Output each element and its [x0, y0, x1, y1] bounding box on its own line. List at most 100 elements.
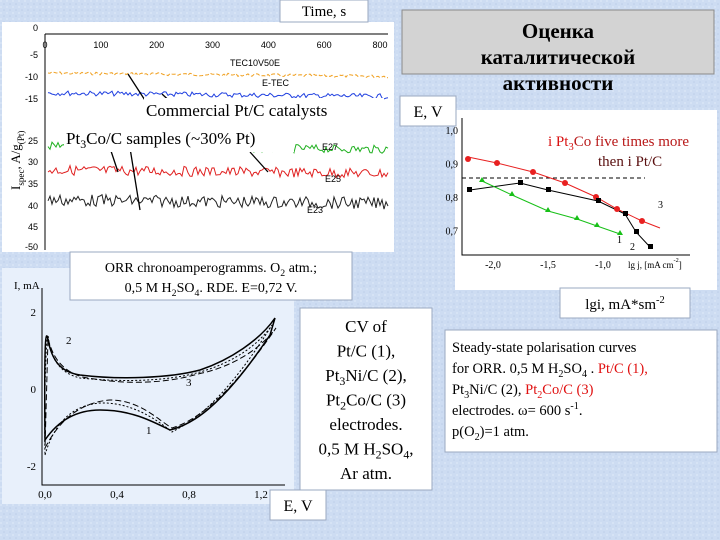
curve-label: 2: [66, 335, 72, 347]
y-label: I, mA: [14, 280, 40, 292]
text-run: .: [587, 361, 598, 377]
text-run: i: [548, 134, 552, 150]
caption-line: Pt3Ni/C (2),: [325, 366, 407, 388]
chrono-curve: [47, 71, 389, 79]
text-run: 0,5 M H: [318, 440, 375, 459]
text-run: ]: [679, 260, 682, 270]
text-run: SO: [382, 440, 404, 459]
text-run: SO: [177, 281, 195, 296]
script-text: 2: [280, 268, 285, 279]
script-text: 2: [537, 390, 542, 401]
x-tick-label: 600: [317, 40, 332, 50]
x-tick-label: 1,2: [254, 489, 268, 501]
chrono-caption: ORR chronoamperogramms. O2 atm.; 0,5 M H 2…: [105, 261, 317, 299]
chrono-curve: [47, 90, 389, 100]
tafel-x-box: [559, 287, 691, 319]
caption-line: CV of: [345, 317, 387, 336]
text-run: Pt: [552, 134, 569, 150]
script-text: -2: [656, 295, 665, 306]
tafel-panel: E, V 1,0 0,9 0,8 0,7 -2,0 -1,5 -1,0 lg j, [mA c…: [399, 95, 717, 290]
script-text: 4: [403, 448, 409, 462]
caption-line: Ar atm.: [340, 464, 392, 483]
chrono-curve: [47, 164, 389, 179]
y-tick-label: 2: [31, 307, 37, 319]
cv-caption: CV of Pt/C (1), Pt3Ni/C (2), Pt2Co/C (3) ele…: [318, 317, 413, 483]
y-tick-label: 40: [28, 201, 38, 211]
x-tick-label: 100: [93, 40, 108, 50]
caption-line: ORR chronoamperogramms. O2 atm.;: [105, 261, 317, 279]
script-text: 3: [80, 137, 86, 151]
tafel-x-axis-label: lgi, mA*sm-2: [585, 295, 665, 313]
text-run: Pt/C: [632, 154, 662, 170]
text-run: , mA*sm: [601, 297, 656, 313]
script-text: 4: [194, 288, 199, 299]
cv-curve-2: [44, 324, 273, 456]
caption-line: electrodes.: [329, 415, 402, 434]
samples-label: Pt3Co/C samples (~30% Pt): [66, 129, 255, 151]
x-tick-label: 0,4: [110, 489, 124, 501]
text-run: electrodes. ω= 600 s: [452, 403, 571, 419]
tafel-curve-1: [481, 180, 621, 235]
tafel-e-box: [399, 95, 457, 127]
chrono-curve: [47, 193, 389, 210]
text-run: CV of: [345, 317, 387, 336]
title-word: каталитической: [481, 45, 635, 69]
text-run: ORR chronoamperogramms. O: [105, 261, 280, 276]
y-tick-label: 30: [28, 157, 38, 167]
y-tick-label: -2: [27, 461, 36, 473]
text-run: for ORR. 0,5 M H: [452, 361, 559, 377]
description-line: p(O2)=1 atm.: [452, 424, 529, 443]
title-word: активности: [503, 71, 614, 95]
caption-line: Pt/C (1),: [337, 342, 396, 361]
description-box: [444, 329, 718, 453]
curve-label: E27: [322, 142, 338, 152]
text-run: )=1 atm.: [480, 424, 529, 440]
y-tick-label: -50: [25, 242, 38, 252]
caption-line: Pt2Co/C (3): [326, 391, 406, 413]
x-tick-label: 200: [149, 40, 164, 50]
text-run: .: [579, 403, 583, 419]
chrono-caption-box: [69, 251, 353, 301]
x-tick-label: 400: [261, 40, 276, 50]
script-text: 3: [568, 142, 573, 153]
samples-bg: [64, 126, 294, 152]
text-run: then: [598, 154, 628, 170]
text-run: Pt/C (1),: [598, 361, 648, 377]
caption-line: 0,5 M H2SO4,: [318, 440, 413, 462]
text-run: Pt: [325, 366, 339, 385]
text-run: i: [597, 297, 601, 313]
y-tick-label: 45: [28, 222, 38, 232]
x-tick-label: -1,5: [540, 260, 556, 271]
tafel-y-axis-label: E, V: [413, 104, 442, 121]
x-tick-label: -1,0: [595, 260, 611, 271]
title-line: Оценка каталитической активности: [481, 19, 635, 95]
description-line: Pt3Ni/C (2), Pt2Co/C (3): [452, 382, 594, 401]
text-run: i: [628, 154, 632, 170]
y-tick-label: -5: [30, 50, 38, 60]
text-run: Steady-state polarisation curves: [452, 340, 637, 356]
text-run: Pt: [66, 129, 80, 148]
cv-bg: [2, 268, 294, 504]
text-run: . RDE. E=0,72 V.: [199, 281, 297, 296]
y-tick-label: 25: [28, 136, 38, 146]
description: Steady-state polarisation curves for ORR.…: [452, 340, 648, 443]
script-text: 2: [558, 369, 563, 380]
y-tick-label: 0,9: [446, 160, 459, 171]
curve-label: E-TEC: [262, 78, 290, 88]
curve-label: 3: [186, 377, 192, 389]
y-tick-label: 0: [33, 23, 38, 33]
text-run: lg: [585, 297, 597, 313]
text-run: electrodes.: [329, 415, 402, 434]
description-line: for ORR. 0,5 M H2SO4 . Pt/C (1),: [452, 361, 648, 380]
script-text: -1: [570, 401, 578, 412]
x-tick-label: 300: [205, 40, 220, 50]
script-text: (Pt): [16, 131, 26, 145]
text-run: Pt: [452, 382, 464, 398]
script-text: 3: [464, 390, 469, 401]
curve-label: E25: [325, 174, 341, 184]
text-run: 0,5 M H: [125, 281, 172, 296]
cv-x-box: [269, 489, 327, 521]
text-run: Co five times more: [574, 134, 690, 150]
curve-label: TEC10V50E: [230, 58, 280, 68]
y-tick-label: 0,7: [446, 227, 459, 238]
